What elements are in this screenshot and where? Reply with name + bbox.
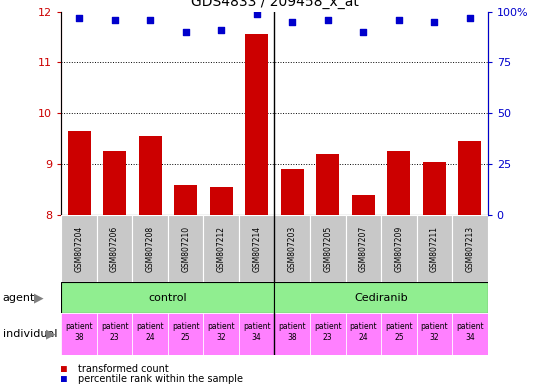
Point	[110, 17, 119, 23]
Text: GSM807207: GSM807207	[359, 225, 368, 272]
Bar	[417, 215, 452, 282]
Text: percentile rank within the sample: percentile rank within the sample	[78, 374, 244, 384]
Text: ■: ■	[61, 374, 73, 384]
Bar	[381, 215, 417, 282]
Text: patient
34: patient 34	[456, 322, 484, 342]
Bar	[68, 131, 91, 215]
Bar	[103, 151, 126, 215]
Point	[288, 18, 296, 25]
Text: GSM807214: GSM807214	[252, 225, 261, 272]
Bar	[423, 162, 446, 215]
Text: patient
24: patient 24	[136, 322, 164, 342]
Text: GSM807206: GSM807206	[110, 225, 119, 272]
Point	[253, 10, 261, 17]
Text: patient
38: patient 38	[65, 322, 93, 342]
Bar	[209, 187, 233, 215]
Bar	[381, 313, 417, 355]
Text: patient
38: patient 38	[278, 322, 306, 342]
Text: patient
34: patient 34	[243, 322, 271, 342]
Text: GSM807205: GSM807205	[324, 225, 332, 272]
Bar	[204, 215, 239, 282]
Bar	[97, 313, 132, 355]
Bar	[132, 313, 168, 355]
Bar	[458, 141, 481, 215]
Text: patient
23: patient 23	[101, 322, 128, 342]
Bar	[61, 313, 97, 355]
Text: GSM807204: GSM807204	[75, 225, 84, 272]
Bar	[168, 313, 204, 355]
Bar	[274, 282, 488, 313]
Bar	[239, 215, 274, 282]
Point	[394, 17, 403, 23]
Bar	[245, 35, 268, 215]
Bar	[352, 195, 375, 215]
Bar	[345, 313, 381, 355]
Bar	[274, 313, 310, 355]
Bar	[281, 169, 304, 215]
Text: GSM807203: GSM807203	[288, 225, 297, 272]
Text: patient
32: patient 32	[207, 322, 235, 342]
Text: patient
24: patient 24	[350, 322, 377, 342]
Text: transformed count: transformed count	[78, 364, 169, 374]
Bar	[417, 313, 452, 355]
Bar	[452, 215, 488, 282]
Text: ■: ■	[61, 364, 73, 374]
Text: GSM807211: GSM807211	[430, 226, 439, 271]
Text: GSM807212: GSM807212	[217, 226, 225, 271]
Point	[359, 29, 368, 35]
Text: individual: individual	[3, 329, 57, 339]
Text: control: control	[149, 293, 187, 303]
Text: agent: agent	[3, 293, 35, 303]
Text: patient
32: patient 32	[421, 322, 448, 342]
Bar	[310, 215, 345, 282]
Text: GSM807209: GSM807209	[394, 225, 403, 272]
Bar	[387, 151, 410, 215]
Text: Cediranib: Cediranib	[354, 293, 408, 303]
Bar	[139, 136, 161, 215]
Bar	[204, 313, 239, 355]
Bar	[61, 282, 274, 313]
Bar	[168, 215, 204, 282]
Bar	[61, 215, 97, 282]
Title: GDS4833 / 209458_x_at: GDS4833 / 209458_x_at	[191, 0, 358, 9]
Text: patient
25: patient 25	[385, 322, 413, 342]
Point	[466, 15, 474, 21]
Text: GSM807213: GSM807213	[465, 225, 474, 272]
Bar	[316, 154, 340, 215]
Bar	[174, 185, 197, 215]
Point	[430, 18, 439, 25]
Bar	[132, 215, 168, 282]
Text: ▶: ▶	[46, 328, 56, 341]
Bar	[345, 215, 381, 282]
Point	[181, 29, 190, 35]
Point	[146, 17, 155, 23]
Text: GSM807208: GSM807208	[146, 225, 155, 272]
Bar	[97, 215, 132, 282]
Text: GSM807210: GSM807210	[181, 225, 190, 272]
Point	[75, 15, 83, 21]
Text: patient
23: patient 23	[314, 322, 342, 342]
Bar	[274, 215, 310, 282]
Bar	[239, 313, 274, 355]
Text: patient
25: patient 25	[172, 322, 199, 342]
Point	[217, 27, 225, 33]
Point	[324, 17, 332, 23]
Bar	[310, 313, 345, 355]
Bar	[452, 313, 488, 355]
Text: ▶: ▶	[34, 291, 44, 304]
